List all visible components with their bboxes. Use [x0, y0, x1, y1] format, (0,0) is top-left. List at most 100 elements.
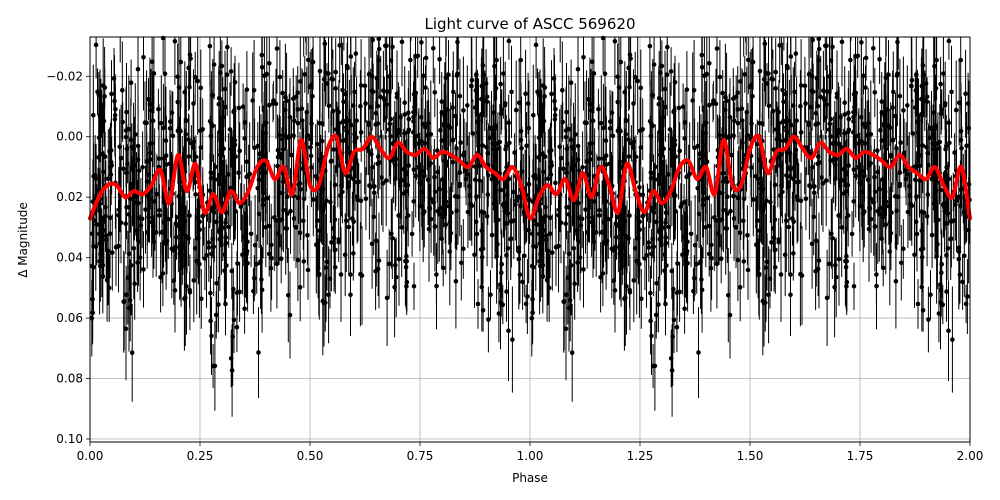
- x-tick-label: 0.00: [77, 449, 104, 463]
- data-point: [703, 131, 708, 136]
- data-point: [868, 216, 874, 222]
- data-point: [499, 261, 505, 267]
- data-point: [546, 176, 551, 181]
- data-point: [535, 187, 541, 193]
- data-point: [406, 116, 412, 122]
- data-point: [402, 100, 408, 105]
- data-point: [552, 98, 557, 104]
- data-point: [474, 194, 479, 199]
- data-point: [375, 103, 381, 109]
- data-point: [549, 91, 554, 97]
- data-point: [157, 208, 162, 213]
- data-point: [459, 260, 464, 266]
- x-axis-label: Phase: [512, 471, 548, 485]
- data-point: [670, 334, 675, 339]
- data-point: [956, 100, 962, 106]
- data-point: [385, 89, 390, 94]
- data-point: [654, 281, 659, 286]
- data-point: [578, 223, 584, 228]
- data-point: [382, 97, 387, 102]
- data-point: [663, 210, 669, 215]
- data-point: [184, 284, 189, 289]
- data-point: [269, 255, 274, 261]
- data-point: [404, 284, 409, 289]
- data-point: [138, 223, 144, 228]
- data-point: [208, 133, 214, 139]
- data-point: [744, 109, 750, 115]
- data-point: [353, 51, 359, 56]
- data-point: [112, 112, 118, 118]
- data-point: [411, 167, 417, 172]
- data-point: [851, 167, 857, 172]
- data-point: [670, 162, 676, 168]
- data-point: [390, 44, 395, 50]
- data-point: [733, 225, 739, 230]
- data-point: [479, 111, 484, 117]
- data-point: [660, 184, 666, 190]
- data-point: [631, 101, 636, 106]
- data-point: [263, 225, 269, 230]
- data-point: [824, 43, 829, 49]
- data-point: [305, 232, 310, 238]
- data-point: [685, 239, 690, 245]
- data-point: [447, 249, 453, 254]
- data-point: [172, 288, 178, 293]
- data-point: [616, 126, 622, 131]
- data-point: [877, 56, 882, 62]
- data-point: [392, 284, 397, 290]
- data-point: [453, 113, 458, 119]
- data-point: [443, 134, 448, 140]
- data-point: [862, 173, 867, 179]
- data-point: [749, 165, 754, 170]
- data-point: [880, 214, 886, 220]
- data-point: [599, 120, 604, 126]
- data-point: [401, 191, 407, 196]
- data-point: [144, 159, 150, 164]
- data-point: [375, 121, 381, 126]
- data-point: [826, 127, 832, 132]
- data-point: [584, 230, 590, 235]
- data-point: [907, 193, 912, 198]
- data-point: [332, 182, 338, 188]
- data-point: [465, 103, 470, 108]
- data-point: [475, 119, 480, 125]
- data-point: [716, 218, 722, 224]
- data-point: [121, 166, 126, 172]
- data-point: [791, 165, 796, 171]
- data-point: [905, 172, 911, 177]
- data-point: [714, 46, 720, 51]
- data-point: [930, 141, 936, 146]
- data-point: [614, 235, 619, 240]
- data-point: [814, 238, 819, 243]
- data-point: [493, 201, 499, 206]
- data-point: [358, 103, 363, 109]
- data-point: [933, 147, 938, 153]
- data-point: [178, 253, 184, 259]
- data-point: [206, 245, 212, 250]
- data-point: [490, 141, 496, 146]
- data-point: [498, 187, 504, 193]
- data-point: [151, 239, 157, 245]
- x-tick-label: 2.00: [957, 449, 984, 463]
- data-point: [658, 163, 664, 168]
- data-point: [236, 105, 242, 111]
- data-point: [550, 250, 555, 255]
- data-point: [658, 70, 663, 75]
- data-point: [552, 112, 558, 118]
- data-point: [851, 284, 857, 289]
- data-point: [126, 212, 132, 217]
- data-point: [393, 162, 398, 168]
- data-point: [411, 199, 417, 204]
- data-point: [874, 283, 879, 289]
- data-point: [867, 162, 872, 168]
- data-point: [211, 244, 216, 250]
- data-point: [511, 218, 517, 223]
- data-point: [259, 287, 265, 293]
- data-point: [242, 306, 247, 312]
- data-point: [812, 184, 817, 189]
- data-point: [894, 208, 900, 214]
- data-point: [93, 42, 99, 48]
- data-point: [780, 120, 786, 125]
- data-point: [788, 272, 793, 277]
- data-point: [761, 77, 767, 82]
